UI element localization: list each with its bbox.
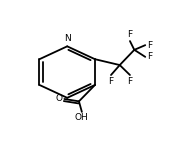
Text: F: F xyxy=(108,77,114,86)
Text: N: N xyxy=(64,34,70,43)
Text: F: F xyxy=(127,30,133,39)
Text: O: O xyxy=(56,95,63,104)
Text: F: F xyxy=(147,41,152,50)
Text: OH: OH xyxy=(75,113,89,122)
Text: F: F xyxy=(127,77,133,86)
Text: F: F xyxy=(147,52,152,61)
